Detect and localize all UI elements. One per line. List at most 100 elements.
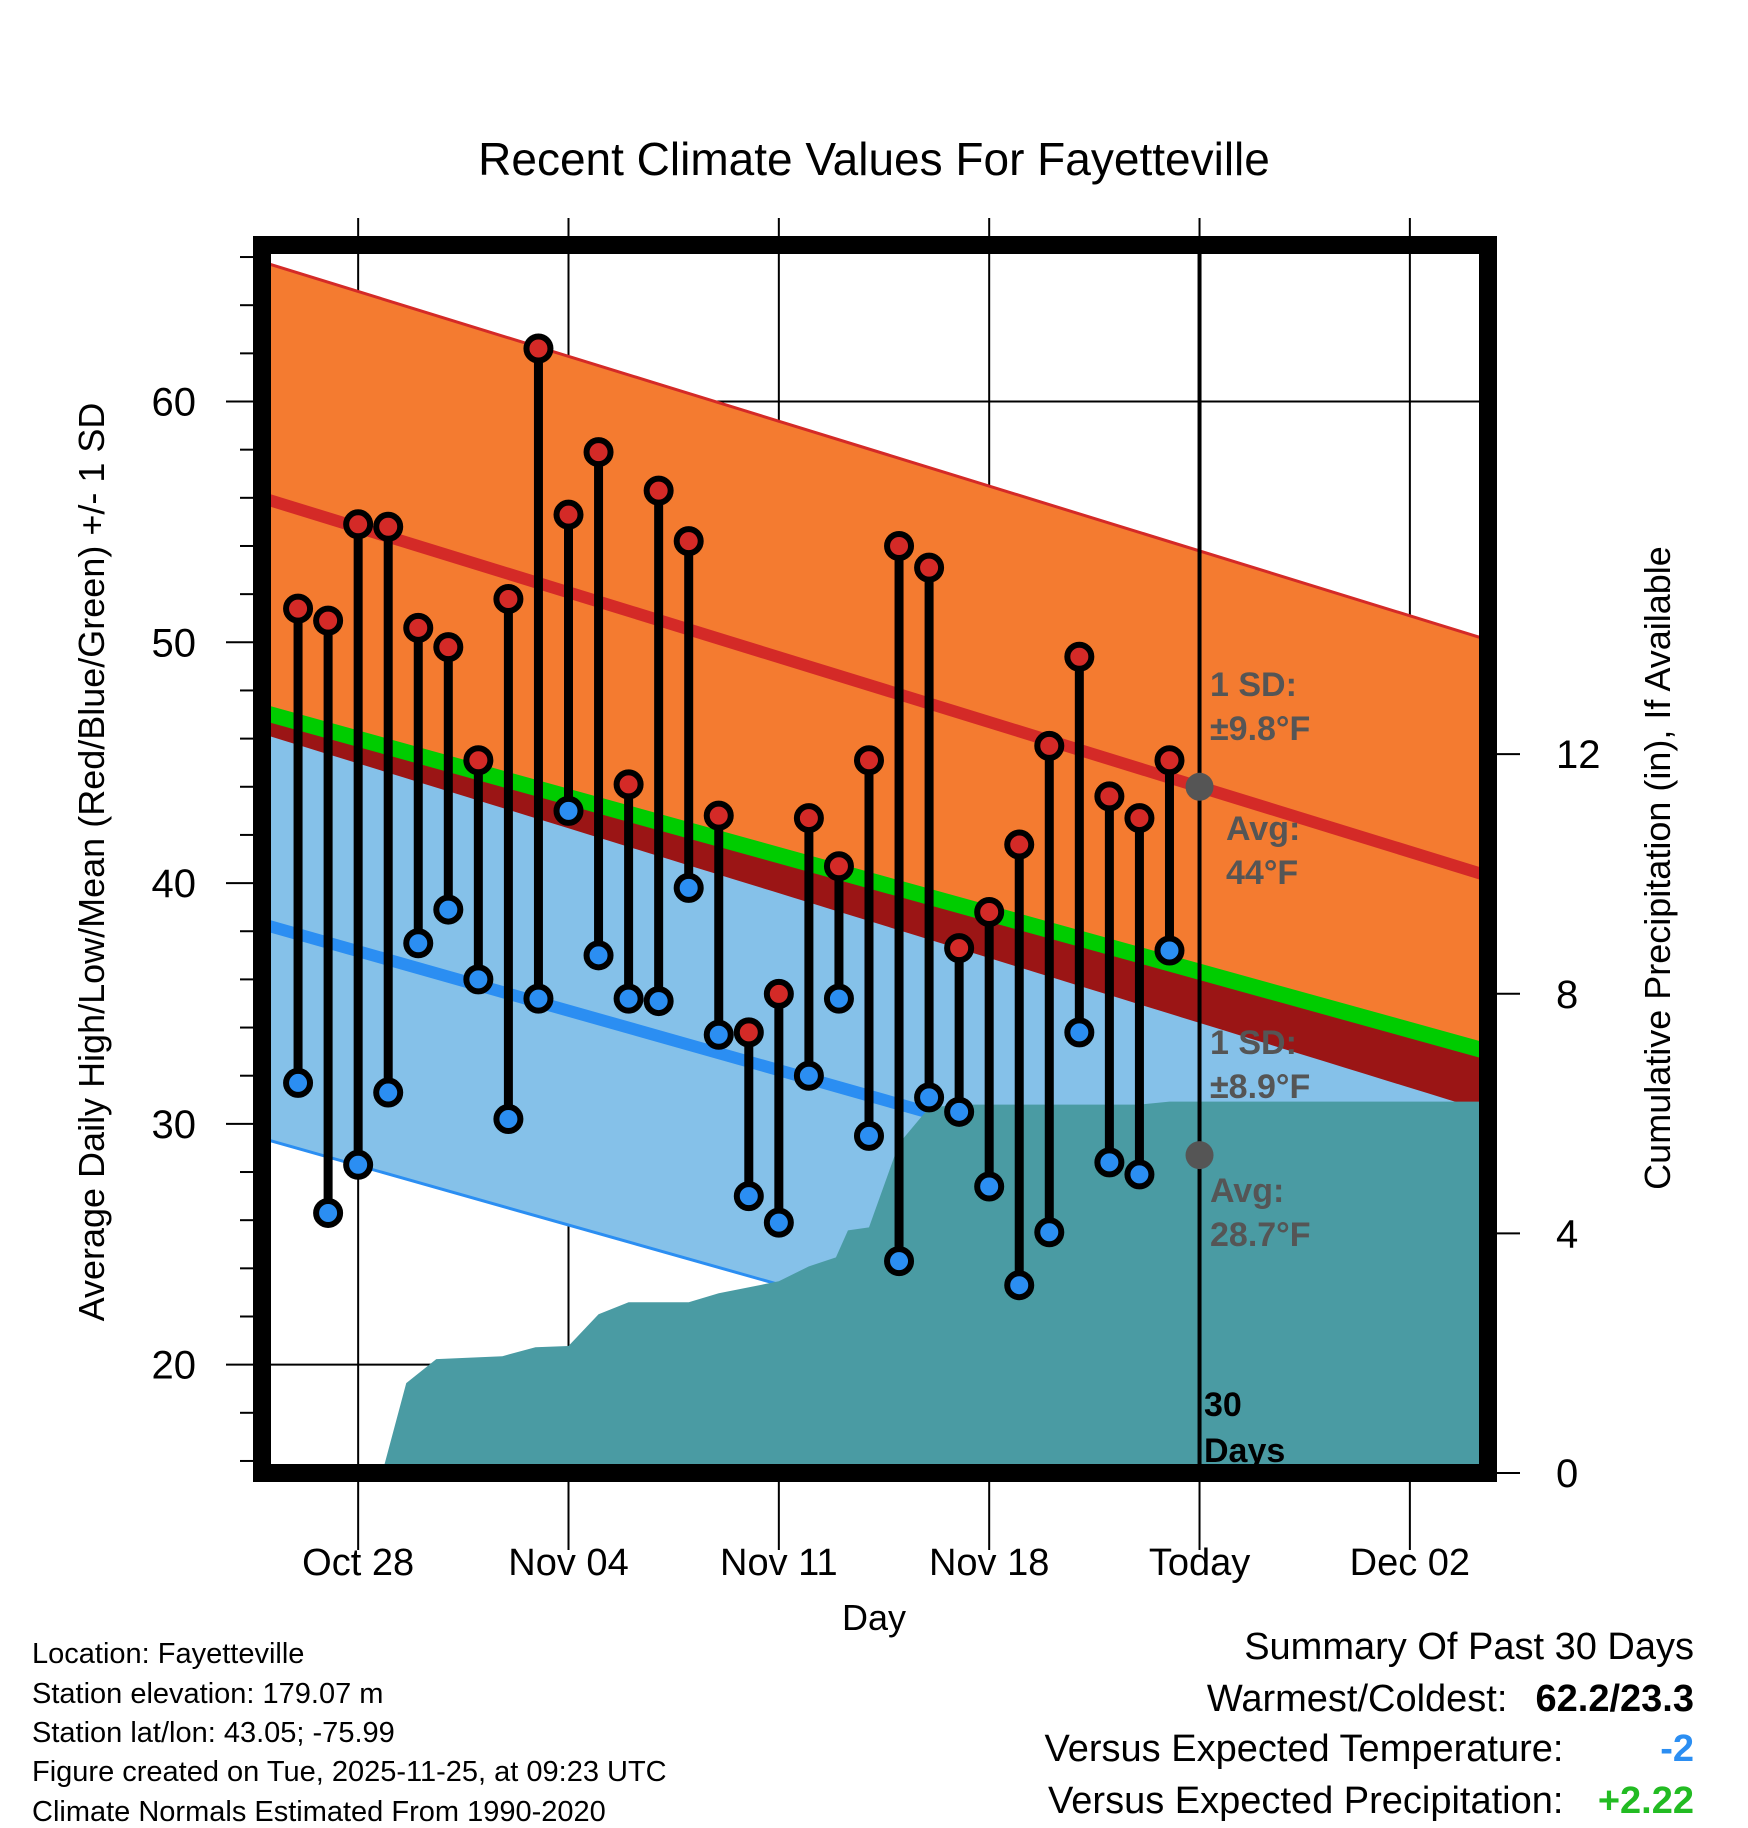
days-count-word: Days (1204, 1432, 1285, 1470)
x-tick-label: Today (1149, 1542, 1250, 1584)
high-marker (884, 530, 915, 561)
low-avg-label: Avg: (1210, 1172, 1284, 1210)
high-marker (1154, 745, 1185, 776)
high-marker (583, 437, 614, 468)
low-marker (703, 1019, 734, 1050)
high-marker (523, 333, 554, 364)
high-marker (643, 475, 674, 506)
avg-high-dot (1185, 772, 1214, 801)
high-marker (763, 978, 794, 1009)
high-marker (613, 769, 644, 800)
high-marker (343, 509, 374, 540)
avg-low-dot (1185, 1141, 1214, 1170)
chart-title: Recent Climate Values For Fayetteville (478, 133, 1270, 185)
low-sd-label: 1 SD: (1210, 1024, 1297, 1062)
x-tick-label: Nov 11 (720, 1542, 838, 1584)
x-tick-label: Oct 28 (302, 1542, 414, 1584)
high-marker (493, 583, 524, 614)
high-marker (313, 605, 344, 636)
low-marker (283, 1067, 314, 1098)
summary-title: Summary Of Past 30 Days (1244, 1626, 1694, 1668)
high-marker (914, 552, 945, 583)
high-marker (463, 745, 494, 776)
low-marker (1004, 1270, 1035, 1301)
high-marker (1034, 730, 1065, 761)
figure-created-text: Figure created on Tue, 2025-11-25, at 09… (32, 1756, 667, 1788)
low-marker (673, 872, 704, 903)
high-marker (403, 612, 434, 643)
summary-precip-value: +2.22 (1597, 1780, 1694, 1822)
low-marker (823, 983, 854, 1014)
high-marker (703, 800, 734, 831)
high-sd-value: ±9.8°F (1210, 710, 1310, 748)
station-latlon-text: Station lat/lon: 43.05; -75.99 (32, 1717, 395, 1749)
summary-temp-row: Versus Expected Temperature: -2 (1045, 1730, 1694, 1768)
high-marker (673, 526, 704, 557)
high-sd-label: 1 SD: (1210, 666, 1297, 704)
axes: 20 30 40 50 60 0 4 8 12 Oct 28 Nov 04 Nov 11 Nov 18 T… (152, 256, 1601, 1584)
high-avg-label: Avg: (1226, 810, 1300, 848)
y-tick-label: 60 (152, 381, 197, 425)
low-marker (553, 795, 584, 826)
low-marker (403, 928, 434, 959)
high-marker (373, 511, 404, 542)
low-marker (343, 1149, 374, 1180)
low-marker (1094, 1147, 1125, 1178)
high-marker (733, 1017, 764, 1048)
high-marker (433, 632, 464, 663)
summary-warmest-value: 62.2/23.3 (1535, 1678, 1694, 1720)
low-marker (1154, 935, 1185, 966)
summary-warmest-row: Warmest/Coldest: 62.2/23.3 (1207, 1680, 1694, 1718)
low-marker (373, 1077, 404, 1108)
high-marker (823, 851, 854, 882)
y2-tick-label: 0 (1556, 1452, 1578, 1496)
summary-temp-value: -2 (1660, 1728, 1694, 1770)
high-marker (553, 499, 584, 530)
y-tick-label: 40 (152, 862, 197, 906)
normal-high-line (262, 492, 1488, 882)
y2-tick-label: 8 (1556, 973, 1578, 1017)
low-marker (1064, 1017, 1095, 1048)
high-marker (1094, 781, 1125, 812)
days-count-number: 30 (1204, 1386, 1242, 1424)
low-marker (613, 983, 644, 1014)
plot-frame (253, 236, 1497, 1482)
high-marker (1004, 829, 1035, 860)
low-marker (853, 1120, 884, 1151)
x-tick-label: Nov 18 (929, 1542, 1049, 1584)
x-tick-label: Nov 04 (508, 1542, 628, 1584)
low-avg-value: 28.7°F (1210, 1216, 1311, 1254)
low-marker (643, 986, 674, 1017)
high-marker (853, 745, 884, 776)
low-marker (914, 1082, 945, 1113)
low-sd-value: ±8.9°F (1210, 1068, 1310, 1106)
high-marker (1124, 803, 1155, 834)
location-text: Location: Fayetteville (32, 1638, 305, 1670)
high-marker (1064, 641, 1095, 672)
summary-warmest-label: Warmest/Coldest: (1206, 1678, 1508, 1720)
high-marker (974, 896, 1005, 927)
y2-tick-label: 12 (1556, 733, 1601, 777)
summary-precip-label: Versus Expected Precipitation: (1048, 1780, 1564, 1822)
y-axis-label: Average Daily High/Low/Mean (Red/Blue/Gr… (71, 403, 112, 1322)
y-tick-label: 20 (152, 1344, 197, 1388)
low-marker (313, 1197, 344, 1228)
low-marker (523, 983, 554, 1014)
low-marker (463, 964, 494, 995)
low-marker (793, 1060, 824, 1091)
plot-area (262, 245, 1488, 1473)
low-marker (433, 894, 464, 925)
high-marker (283, 593, 314, 624)
low-marker (974, 1171, 1005, 1202)
annotations: 1 SD: ±9.8°F Avg: 44°F 1 SD: ±8.9°F Avg: 28.7°F… (1204, 666, 1311, 1470)
x-axis-label: Day (842, 1597, 906, 1638)
low-marker (944, 1096, 975, 1127)
high-marker (793, 803, 824, 834)
low-marker (1124, 1159, 1155, 1190)
low-marker (884, 1246, 915, 1277)
y-tick-label: 50 (152, 621, 197, 665)
y-tick-label: 30 (152, 1103, 197, 1147)
low-marker (493, 1104, 524, 1135)
high-marker (944, 933, 975, 964)
